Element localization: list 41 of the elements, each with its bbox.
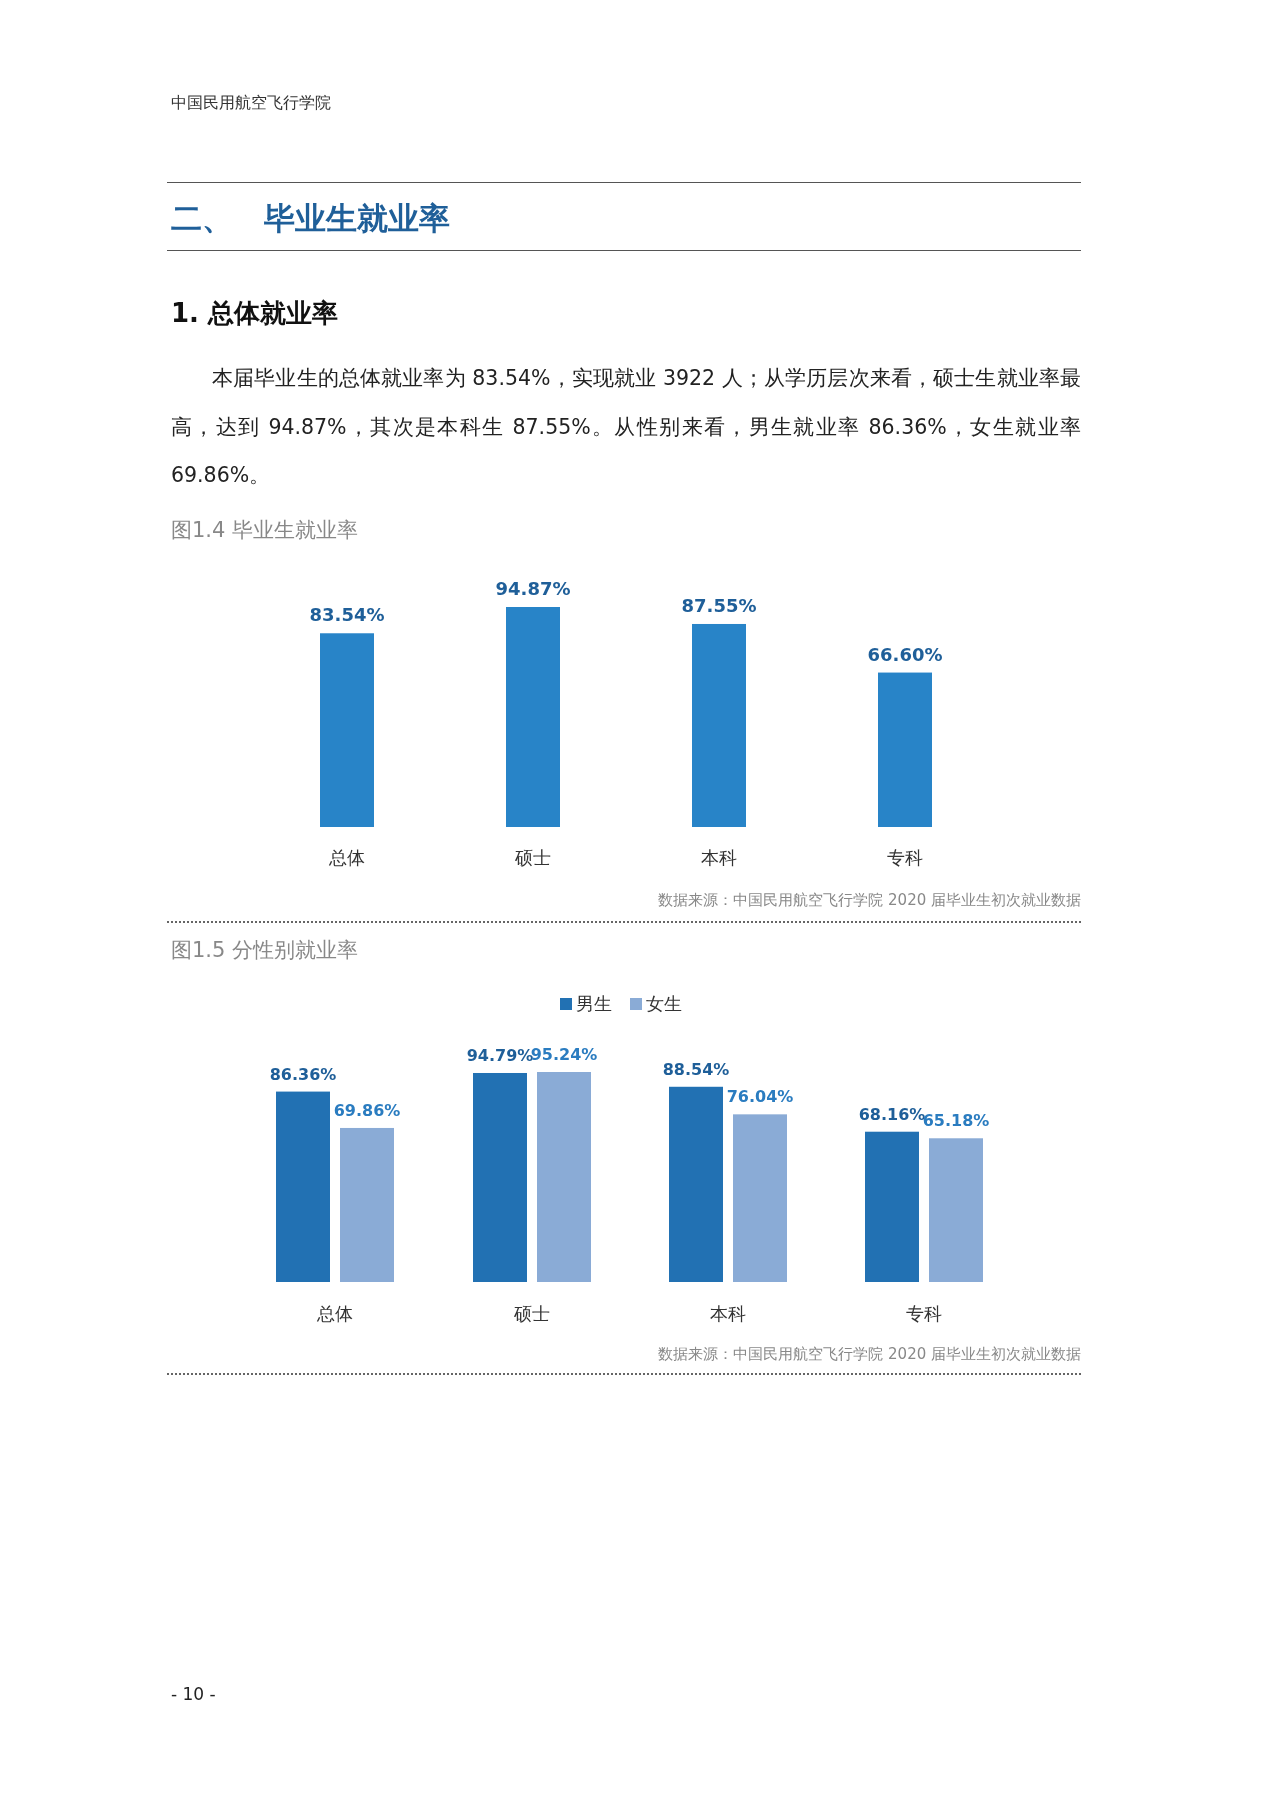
- data-label: 65.18%: [922, 1111, 990, 1131]
- legend-label: 女生: [646, 993, 682, 1014]
- bar: [537, 1072, 591, 1282]
- x-tick-label: 总体: [316, 1303, 353, 1324]
- data-label: 94.87%: [495, 578, 571, 599]
- x-tick-label: 本科: [701, 847, 737, 868]
- data-label: 76.04%: [726, 1087, 794, 1107]
- data-label: 66.60%: [867, 643, 943, 665]
- x-tick-label: 总体: [328, 847, 365, 868]
- bar: [878, 672, 932, 827]
- source-note: 数据来源：中国民用航空飞行学院 2020 届毕业生初次就业数据: [658, 1345, 1081, 1363]
- x-tick-label: 专科: [906, 1303, 942, 1324]
- bar: [733, 1114, 787, 1282]
- text: 本届毕业生的总体就业率为 83.54%，实现就业 3922 人；从学历层次来看，硕士生就业率最高，达到 94.87%，其次是本科生 87.55%。从性别来看，男生就业率 86.36%，女生就业率 69.86%。: [171, 365, 1081, 489]
- text: 二、 毕业生就业率: [171, 199, 450, 238]
- x-tick-label: 专科: [887, 847, 923, 868]
- bar: [506, 607, 560, 827]
- chart-title: 图1.4 毕业生就业率: [171, 518, 359, 542]
- bar: [473, 1072, 527, 1282]
- source-note: 数据来源：中国民用航空飞行学院 2020 届毕业生初次就业数据: [658, 891, 1081, 909]
- text: 1. 总体就业率: [171, 297, 339, 330]
- bar: [669, 1086, 723, 1282]
- chart-title: 图1.5 分性别就业率: [171, 938, 359, 962]
- data-label: 87.55%: [681, 594, 757, 616]
- x-tick-label: 硕士: [514, 847, 551, 868]
- bar: [320, 633, 374, 827]
- data-label: 86.36%: [269, 1064, 337, 1084]
- data-label: 88.54%: [662, 1059, 730, 1079]
- legend-label: 男生: [576, 993, 612, 1014]
- text: 中国民用航空飞行学院: [171, 93, 331, 114]
- x-tick-label: 本科: [710, 1303, 746, 1324]
- x-tick-label: 硕士: [513, 1303, 550, 1324]
- data-label: 94.79%: [466, 1045, 534, 1065]
- bar: [692, 623, 746, 827]
- text: - 10 -: [171, 1684, 216, 1704]
- bar: [276, 1091, 330, 1282]
- bar: [865, 1131, 919, 1282]
- bar: [340, 1127, 394, 1282]
- bar: [929, 1138, 983, 1282]
- data-label: 83.54%: [309, 604, 385, 626]
- data-label: 69.86%: [333, 1100, 401, 1120]
